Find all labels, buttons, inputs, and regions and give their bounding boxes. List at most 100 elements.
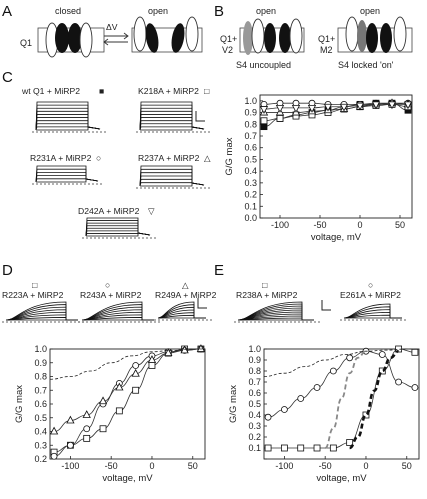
data-point-open-square bbox=[411, 348, 419, 356]
panel-label-a: A bbox=[2, 3, 12, 20]
series-line bbox=[54, 348, 201, 457]
data-point-open-square bbox=[362, 411, 370, 419]
x-tick-label: -50 bbox=[313, 220, 326, 230]
voltage-sensor-icon bbox=[289, 18, 303, 54]
trace-symbol-r238a: □ bbox=[262, 280, 268, 290]
current-trace-family bbox=[32, 101, 106, 133]
trace-symbol-d242a: ▽ bbox=[148, 206, 155, 216]
panel-a-schematic: Q1 closed open ΔV bbox=[20, 6, 203, 58]
data-point-open-triangle-down bbox=[371, 101, 381, 110]
y-tick-label: 0.7 bbox=[244, 131, 257, 141]
data-point-open-triangle bbox=[49, 426, 59, 435]
x-tick-label: -100 bbox=[271, 220, 289, 230]
x-tick-label: -100 bbox=[275, 461, 293, 471]
voltage-sensor-icon bbox=[133, 16, 147, 52]
y-tick-label: 1.0 bbox=[248, 344, 261, 354]
current-trace-family bbox=[32, 165, 104, 185]
data-point-open-circle bbox=[264, 413, 272, 421]
y-tick-label: 0.1 bbox=[248, 443, 261, 453]
y-axis-label: G/G max bbox=[228, 385, 239, 423]
current-trace bbox=[139, 165, 205, 187]
x-axis-label: voltage, mV bbox=[102, 473, 153, 484]
pore-domain-icon bbox=[380, 23, 392, 53]
data-point-open-triangle-down bbox=[355, 102, 365, 111]
data-point-open-square bbox=[264, 444, 272, 452]
data-point-open-circle bbox=[313, 384, 321, 391]
voltage-sensor-icon bbox=[185, 16, 199, 52]
data-point-open-square bbox=[378, 367, 386, 375]
x-axis-label: voltage, mV bbox=[316, 473, 367, 484]
data-point-filled-square bbox=[260, 123, 268, 131]
data-point-open-triangle bbox=[196, 344, 206, 352]
panel-b-left-open-label: open bbox=[256, 6, 276, 16]
y-tick-label: 0.4 bbox=[34, 427, 47, 437]
plot-frame bbox=[259, 94, 413, 219]
trace-label-r238a: R238A + MiRP2 bbox=[236, 290, 298, 300]
y-tick-label: 0.9 bbox=[248, 355, 261, 365]
current-trace-family bbox=[82, 217, 156, 239]
data-point-open-circle bbox=[329, 367, 337, 375]
panel-b-right-caption: S4 locked 'on' bbox=[338, 60, 394, 70]
scale-bar bbox=[321, 300, 331, 311]
data-point-open-circle bbox=[297, 395, 305, 402]
panel-b-right-subunit-label: M2 bbox=[320, 45, 333, 55]
data-point-open-circle bbox=[346, 354, 354, 362]
data-point-open-triangle bbox=[66, 415, 75, 424]
x-tick-label: 0 bbox=[149, 461, 154, 471]
current-trace bbox=[139, 120, 205, 131]
pore-domain-icon bbox=[171, 23, 185, 53]
series-line bbox=[263, 103, 408, 110]
trace-label-r237a: R237A + MiRP2 bbox=[138, 153, 200, 163]
current-trace-family bbox=[78, 301, 160, 323]
y-tick-label: 0.3 bbox=[248, 421, 261, 431]
pore-domain-icon bbox=[145, 23, 159, 53]
data-point-open-circle bbox=[378, 351, 386, 358]
voltage-sensor-icon bbox=[251, 18, 265, 54]
trace-symbol-e261a: ○ bbox=[368, 280, 373, 290]
trace-symbol-r249a: △ bbox=[182, 280, 189, 290]
x-tick-label: 50 bbox=[402, 461, 412, 471]
data-point-open-triangle bbox=[82, 410, 91, 418]
current-trace bbox=[35, 165, 99, 183]
panel-a-transition-label: ΔV bbox=[106, 22, 118, 32]
data-point-open-square bbox=[297, 444, 305, 452]
panel-b-left-channel-label: Q1+ bbox=[220, 34, 237, 44]
chart-panel-d: -100 -50 0 50 0.2 0.3 0.4 0.5 0.6 0.7 0.8 0.9 1.0 vol… bbox=[14, 344, 206, 484]
data-point-open-triangle bbox=[164, 348, 173, 357]
current-trace bbox=[81, 301, 154, 321]
y-tick-label: 0.4 bbox=[248, 410, 261, 420]
current-trace bbox=[85, 222, 151, 237]
current-trace bbox=[343, 303, 402, 319]
trace-label-r223a: R223A + MiRP2 bbox=[2, 290, 64, 300]
y-tick-label: 0.6 bbox=[34, 399, 47, 409]
current-trace bbox=[85, 217, 151, 237]
series-line bbox=[54, 348, 201, 453]
trace-label-r231a: R231A + MiRP2 bbox=[30, 153, 92, 163]
y-tick-label: 0.5 bbox=[34, 413, 47, 423]
y-tick-label: 0.6 bbox=[244, 143, 257, 153]
series-line bbox=[268, 348, 415, 449]
data-point-open-circle bbox=[280, 406, 288, 413]
y-tick-label: 0.3 bbox=[34, 440, 47, 450]
x-tick-label: 0 bbox=[357, 220, 362, 230]
pore-domain-icon bbox=[366, 23, 378, 53]
voltage-sensor-icon bbox=[345, 16, 359, 52]
y-tick-label: 0.0 bbox=[244, 213, 257, 223]
data-point-open-triangle-down bbox=[291, 104, 301, 113]
data-point-open-triangle-down bbox=[307, 104, 317, 113]
voltage-sensor-icon bbox=[393, 16, 407, 52]
trace-symbol-r223a: □ bbox=[32, 280, 38, 290]
y-tick-label: 0.7 bbox=[34, 385, 47, 395]
panel-label-d: D bbox=[2, 262, 13, 279]
series-line bbox=[263, 102, 409, 128]
series-line bbox=[268, 350, 415, 418]
current-trace bbox=[139, 101, 205, 131]
panel-label-c: C bbox=[2, 69, 13, 86]
data-point-open-square bbox=[346, 439, 354, 446]
y-tick-label: 1.0 bbox=[34, 344, 47, 354]
data-point-open-circle bbox=[411, 384, 419, 391]
current-trace-family bbox=[340, 303, 408, 321]
x-axis-label: voltage, mV bbox=[311, 232, 362, 243]
trace-label-r243a: R243A + MiRP2 bbox=[80, 290, 142, 300]
data-point-open-triangle-down bbox=[387, 101, 397, 110]
